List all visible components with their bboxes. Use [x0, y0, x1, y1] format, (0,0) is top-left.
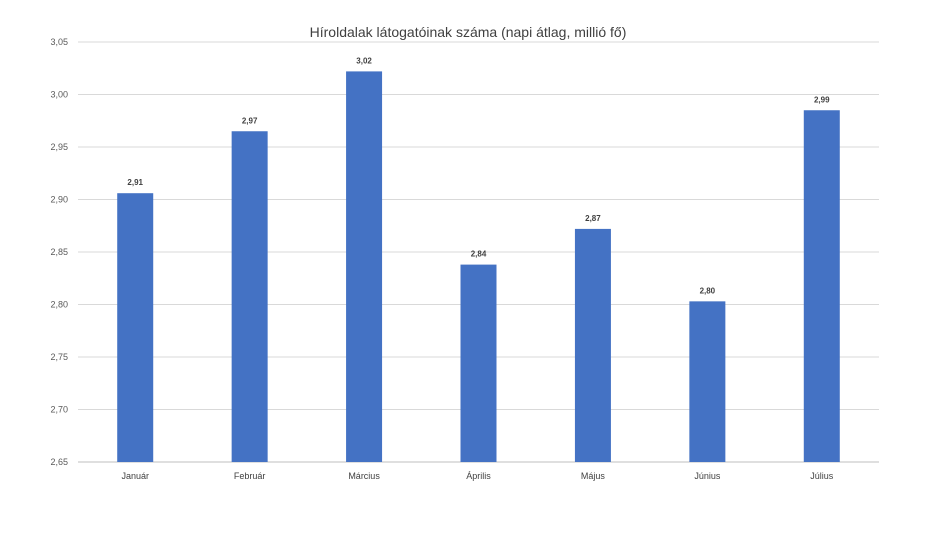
data-label: 2,97 — [242, 116, 258, 125]
bar — [460, 264, 497, 462]
y-tick-label: 2,65 — [50, 457, 68, 467]
x-category-label: Április — [466, 471, 491, 481]
chart-title: Híroldalak látogatóinak száma (napi átla… — [310, 24, 627, 40]
x-axis-categories: Január Február Március Április Május Június Jú… — [121, 471, 833, 481]
y-tick-label: 2,95 — [50, 142, 68, 152]
bar — [117, 193, 154, 462]
y-tick-label: 2,85 — [50, 247, 68, 257]
y-tick-label: 2,80 — [50, 300, 68, 310]
y-tick-label: 2,70 — [50, 405, 68, 415]
gridlines — [78, 41, 879, 463]
data-label: 3,02 — [356, 56, 372, 65]
x-category-label: Május — [581, 471, 606, 481]
data-label: 2,87 — [585, 214, 601, 223]
y-tick-label: 2,75 — [50, 352, 68, 362]
x-category-label: Január — [121, 471, 149, 481]
bar — [346, 71, 383, 463]
x-category-label: Június — [694, 471, 721, 481]
bar — [231, 131, 268, 462]
y-tick-label: 3,05 — [50, 37, 68, 47]
data-labels: 2,91 2,97 3,02 2,84 2,87 2,80 2,99 — [127, 56, 830, 295]
data-label: 2,80 — [700, 286, 716, 295]
y-axis-ticks: 2,65 2,70 2,75 2,80 2,85 2,90 2,95 3,00 3,05 — [50, 37, 68, 467]
x-category-label: Július — [810, 471, 834, 481]
x-category-label: Március — [348, 471, 380, 481]
bar — [689, 301, 726, 462]
bar — [574, 228, 611, 462]
data-label: 2,99 — [814, 95, 830, 104]
data-label: 2,84 — [471, 250, 487, 259]
data-label: 2,91 — [127, 178, 143, 187]
bars — [117, 71, 840, 463]
y-tick-label: 2,90 — [50, 195, 68, 205]
y-tick-label: 3,00 — [50, 90, 68, 100]
x-category-label: Február — [234, 471, 266, 481]
bar — [803, 110, 840, 462]
